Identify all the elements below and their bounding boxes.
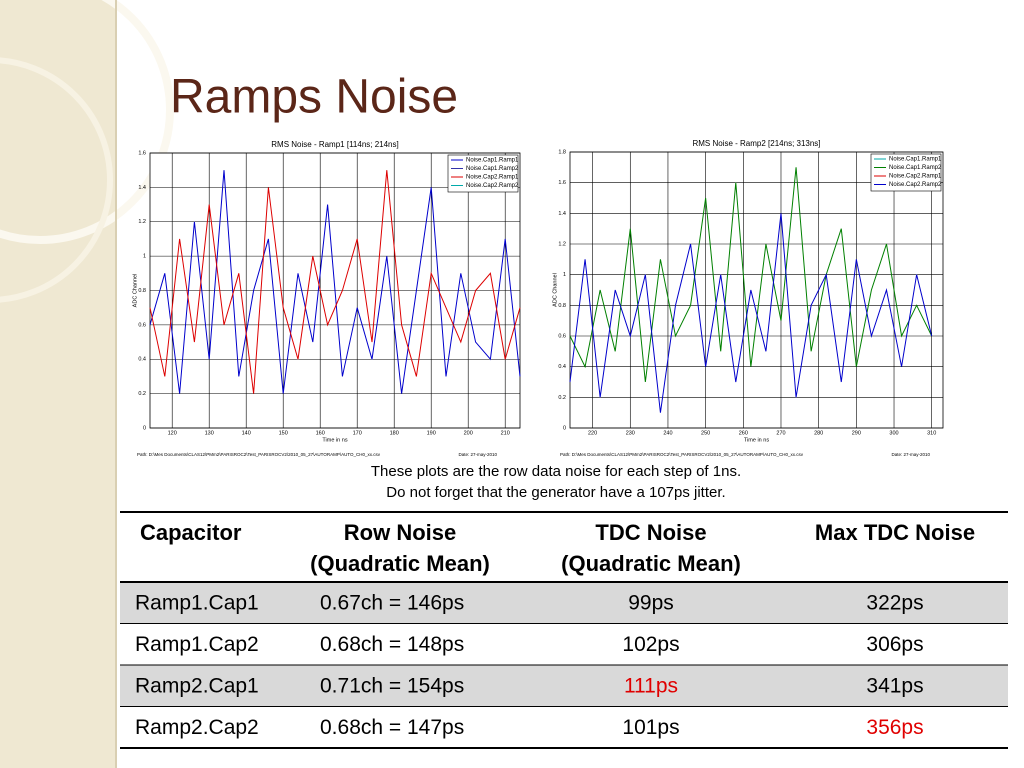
table-row: [120, 582, 1008, 624]
x-tick-label: 190: [427, 430, 436, 436]
table-row: [120, 623, 1008, 665]
series-line: [569, 167, 933, 383]
series-line: [149, 170, 521, 394]
y-tick-label: 0.2: [558, 395, 566, 401]
y-tick-label: 0.2: [138, 391, 146, 397]
table-cell: Ramp1.Cap1: [135, 591, 259, 614]
legend-label: Noise.Cap2.Ramp2: [889, 182, 942, 188]
table-cell: Ramp1.Cap2: [135, 633, 259, 656]
x-tick-label: 130: [205, 430, 214, 436]
table-header: Row Noise: [344, 520, 456, 545]
decor-arc: [0, 0, 174, 244]
y-axis-label: ADC Channel: [552, 273, 558, 307]
y-tick-label: 1.4: [558, 211, 566, 217]
table-cell: 99ps: [628, 591, 674, 614]
y-tick-label: 0.6: [138, 322, 146, 328]
side-band: [0, 0, 116, 768]
x-tick-label: 170: [353, 430, 362, 436]
y-tick-label: 0: [563, 425, 566, 431]
legend-label: Noise.Cap1.Ramp2: [466, 166, 519, 172]
table-cell: 0.67ch = 146ps: [320, 591, 464, 614]
legend-label: Noise.Cap2.Ramp1: [466, 175, 519, 181]
y-tick-label: 1.4: [138, 185, 146, 191]
table-cell: 322ps: [866, 591, 923, 614]
footer-path: Path: D:\Mes Documents\CLAS12\PMm2\PARIS…: [560, 452, 804, 457]
x-axis-label: Time in ns: [744, 437, 769, 443]
table-cell: 0.68ch = 148ps: [320, 633, 464, 656]
y-tick-label: 1.2: [138, 219, 146, 225]
x-tick-label: 180: [390, 430, 399, 436]
x-tick-label: 250: [701, 430, 710, 436]
y-tick-label: 0.6: [558, 333, 566, 339]
table-header: Capacitor: [140, 520, 242, 545]
plot-area: [569, 151, 944, 429]
caption: Do not forget that the generator have a …: [386, 484, 725, 501]
x-tick-label: 140: [242, 430, 251, 436]
y-tick-label: 1.8: [558, 149, 566, 155]
legend-label: Noise.Cap2.Ramp1: [889, 174, 942, 180]
table-cell: 0.71ch = 154ps: [320, 674, 464, 697]
x-tick-label: 240: [663, 430, 672, 436]
legend-label: Noise.Cap1.Ramp1: [889, 157, 942, 163]
table-row: [120, 665, 1008, 707]
table-cell: Ramp2.Cap2: [135, 716, 259, 739]
y-tick-label: 0.4: [558, 364, 566, 370]
x-tick-label: 270: [776, 430, 785, 436]
table-cell: 101ps: [622, 716, 679, 739]
decor-arc: [0, 57, 113, 303]
footer-path: Path: D:\Mes Documents\CLAS12\PMm2\PARIS…: [137, 452, 381, 457]
x-tick-label: 200: [464, 430, 473, 436]
y-tick-label: 0.8: [558, 303, 566, 309]
chart-title: RMS Noise - Ramp1 [114ns; 214ns]: [271, 140, 398, 149]
slide-title: Ramps Noise: [170, 71, 458, 124]
y-tick-label: 0.4: [138, 357, 146, 363]
y-tick-label: 1.6: [138, 150, 146, 156]
x-tick-label: 210: [501, 430, 510, 436]
table-cell: 341ps: [866, 674, 923, 697]
x-tick-label: 160: [316, 430, 325, 436]
series-line: [569, 213, 933, 413]
x-tick-label: 230: [626, 430, 635, 436]
y-tick-label: 1.2: [558, 241, 566, 247]
table-cell: 111ps: [624, 674, 678, 697]
x-tick-label: 150: [279, 430, 288, 436]
x-axis-label: Time in ns: [322, 437, 347, 443]
table-header: (Quadratic Mean): [310, 551, 490, 576]
y-tick-label: 1: [143, 254, 146, 260]
legend-label: Noise.Cap2.Ramp2: [466, 183, 519, 189]
footer-date: Date: 27-may-2010: [891, 452, 930, 457]
table-header: Max TDC Noise: [815, 520, 975, 545]
y-tick-label: 0.8: [138, 288, 146, 294]
series-line: [149, 170, 521, 394]
chart-title: RMS Noise - Ramp2 [214ns; 313ns]: [692, 139, 820, 148]
x-tick-label: 290: [852, 430, 861, 436]
y-tick-label: 1.6: [558, 180, 566, 186]
table-header: TDC Noise: [595, 520, 706, 545]
y-tick-label: 0: [143, 425, 146, 431]
caption: These plots are the row data noise for e…: [371, 463, 741, 480]
x-tick-label: 280: [814, 430, 823, 436]
table-cell: Ramp2.Cap1: [135, 674, 259, 697]
x-tick-label: 220: [588, 430, 597, 436]
table-header: (Quadratic Mean): [561, 551, 741, 576]
legend-label: Noise.Cap1.Ramp1: [466, 158, 519, 164]
x-tick-label: 300: [889, 430, 898, 436]
y-axis-label: ADC Channel: [132, 274, 138, 308]
table-row: [120, 706, 1008, 748]
table-cell: 102ps: [622, 633, 679, 656]
footer-date: Date: 27-may-2010: [458, 452, 497, 457]
y-tick-label: 1: [563, 272, 566, 278]
legend-label: Noise.Cap1.Ramp2: [889, 165, 942, 171]
x-tick-label: 260: [739, 430, 748, 436]
table-cell: 0.68ch = 147ps: [320, 716, 464, 739]
x-tick-label: 310: [927, 430, 936, 436]
table-cell: 356ps: [866, 716, 923, 739]
x-tick-label: 120: [168, 430, 177, 436]
table-cell: 306ps: [866, 633, 923, 656]
